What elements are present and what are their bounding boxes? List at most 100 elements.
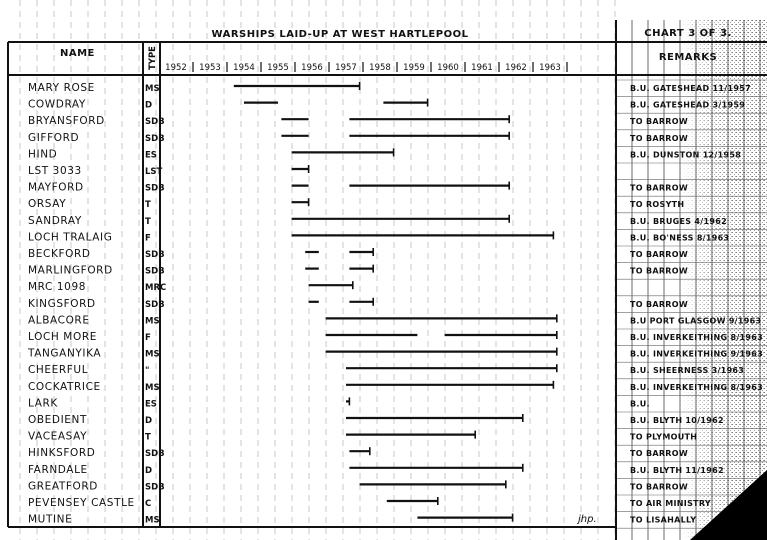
ship-name: SANDRAY [28,215,82,227]
ship-name: BRYANSFORD [28,115,105,127]
ship-name: HIND [28,148,57,160]
name-column-header: NAME [60,48,95,59]
ship-type: SDB [145,184,165,194]
year-tick-label: 1959 [403,63,425,73]
frame [7,20,767,540]
year-tick-label: 1957 [335,63,357,73]
ship-type: SDB [145,117,165,127]
year-tick-label: 1960 [437,63,459,73]
ship-name: MARLINGFORD [28,265,113,277]
ship-row: MRC 1098 MRC [28,281,354,293]
remarks-column-header: REMARKS [659,52,717,63]
ship-name: LOCH MORE [28,331,97,343]
ship-row: GREATFORD SDB TO BARROW [28,480,688,492]
ship-remark: TO BARROW [630,134,688,143]
ship-row: MAYFORD SDB TO BARROW [28,181,688,194]
ship-type: T [145,200,151,210]
ship-remark: TO BARROW [630,300,688,309]
year-tick-label: 1954 [233,63,255,73]
ship-remark: B.U. BO'NESS 8/1963 [630,233,729,242]
ship-type: SDB [145,482,165,492]
ship-row: SANDRAY T B.U. BRUGES 4/1962 [28,214,727,227]
ship-type: D [145,416,152,426]
ship-row: ORSAY T TO ROSYTH [28,198,684,210]
ship-type: SDB [145,250,165,260]
year-tick-label: 1953 [199,63,221,73]
ship-remark: B.U. [630,399,650,408]
ship-row: LOCH MORE F B.U. INVERKEITHING 8/1963 [28,331,763,343]
ship-remark: B.U. BLYTH 10/1962 [630,416,724,425]
ship-remark: TO LISAHALLY [630,516,696,525]
ship-name: GIFFORD [28,132,79,144]
ship-remark: TO BARROW [630,184,688,193]
ship-remark: TO BARROW [630,449,688,458]
ship-type: T [145,433,151,443]
ship-row: MARLINGFORD SDB TO BARROW [28,264,688,277]
ship-name: TANGANYIKA [27,348,101,360]
ship-type: SDB [145,134,165,144]
ship-remark: B.U. INVERKEITHING 8/1963 [630,333,763,342]
ship-type: LST [145,167,163,177]
ship-name: HINKSFORD [28,447,95,459]
ship-row: KINGSFORD SDB TO BARROW [28,297,688,310]
year-tick-label: 1952 [165,63,187,73]
ship-row: HINKSFORD SDB TO BARROW [28,447,688,459]
ship-rows: MARY ROSE MS B.U. GATESHEAD 11/1957 COWDRAY… [27,82,763,526]
remarks-grid [616,20,767,540]
ship-type: T [145,217,151,227]
ship-row: MUTINE MS TO LISAHALLY [28,513,696,526]
ship-type: C [145,499,151,509]
ship-row: HIND ES B.U. DUNSTON 12/1958 [28,148,741,160]
ship-row: LST 3033 LST [28,165,310,177]
ship-type: MS [145,84,160,94]
ship-type: MS [145,316,160,326]
year-tick-label: 1961 [471,63,493,73]
ship-remark: B.U. BRUGES 4/1962 [630,217,727,226]
ship-row: BECKFORD SDB TO BARROW [28,248,688,260]
year-tick-label: 1956 [301,63,323,73]
ship-name: ALBACORE [28,314,90,326]
ship-type: F [145,333,151,343]
ship-name: LARK [28,397,58,409]
year-tick-label: 1963 [539,63,561,73]
ship-name: LST 3033 [28,165,82,177]
ship-remark: TO ROSYTH [630,200,684,209]
ship-name: MAYFORD [28,182,84,194]
ship-type: SDB [145,449,165,459]
ship-name: COWDRAY [28,99,86,111]
ship-row: ALBACORE MS B.U PORT GLASGOW 9/1963 [28,314,761,326]
type-column-header: TYPE [148,46,158,70]
ship-name: OBEDIENT [28,414,87,426]
ship-name: CHEERFUL [28,364,88,376]
ship-name: FARNDALE [28,464,88,476]
ship-type: MS [145,516,160,526]
ship-remark: B.U. INVERKEITHING 9/1963 [630,350,763,359]
ship-remark: TO PLYMOUTH [630,433,697,442]
year-axis: 1952 1953 1954 1955 1956 1957 1958 1959 1960 1961… [165,62,568,73]
ship-row: COWDRAY D B.U. GATESHEAD 3/1959 [28,98,745,111]
ship-row: BRYANSFORD SDB TO BARROW [28,115,688,127]
ship-name: BECKFORD [28,248,91,260]
ship-row: LARK ES B.U. [28,397,650,409]
ship-type: D [145,466,152,476]
ship-remark: B.U PORT GLASGOW 9/1963 [630,316,761,325]
year-tick-label: 1955 [267,63,289,73]
ship-type: MS [145,383,160,393]
ship-name: MRC 1098 [28,281,86,293]
ship-remark: B.U. BLYTH 11/1962 [630,466,724,475]
ship-name: KINGSFORD [28,298,96,310]
ship-name: LOCH TRALAIG [28,231,112,243]
ship-remark: TO AIR MINISTRY [630,499,711,508]
ship-remark: TO BARROW [630,482,688,491]
ship-type: MS [145,350,160,360]
ship-type: MRC [145,283,166,293]
ship-name: VACEASAY [28,431,87,443]
ship-name: MARY ROSE [28,82,95,94]
ship-row: MARY ROSE MS B.U. GATESHEAD 11/1957 [28,82,751,94]
ship-row: CHEERFUL " B.U. SHEERNESS 3/1963 [28,364,744,376]
ship-row: TANGANYIKA MS B.U. INVERKEITHING 9/1963 [27,347,763,360]
ship-type: SDB [145,300,165,310]
ship-remark: B.U. GATESHEAD 11/1957 [630,84,751,93]
ship-name: GREATFORD [28,480,98,492]
